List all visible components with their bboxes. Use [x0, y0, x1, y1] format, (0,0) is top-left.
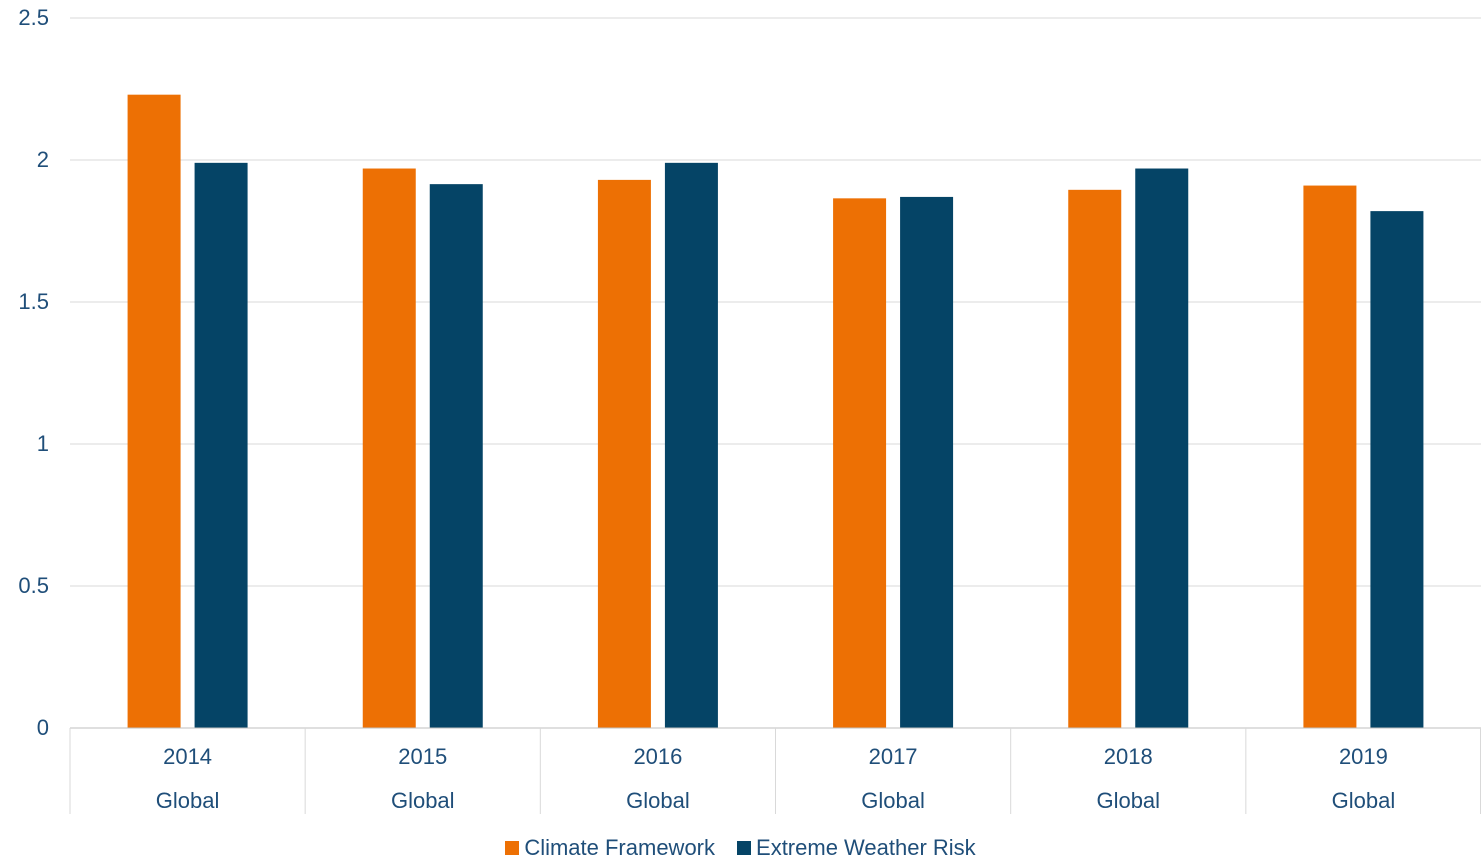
bars	[127, 94, 1424, 729]
bar-extreme-weather-risk-2017	[900, 196, 954, 729]
legend-swatch-climate-framework	[505, 841, 520, 855]
bar-extreme-weather-risk-2018	[1135, 168, 1189, 728]
x-tick-label: 2014	[163, 744, 212, 769]
y-tick-label: 0	[37, 715, 49, 740]
gridlines	[70, 17, 1481, 587]
x-group-label: Global	[1096, 788, 1160, 813]
bar-climate-framework-2017	[833, 198, 887, 729]
legend-label-extreme-weather-risk: Extreme Weather Risk	[756, 835, 976, 860]
y-tick-label: 1.5	[18, 289, 49, 314]
y-tick-label: 1	[37, 431, 49, 456]
x-tick-label: 2017	[869, 744, 918, 769]
bar-extreme-weather-risk-2014	[194, 162, 248, 729]
bar-climate-framework-2016	[597, 179, 651, 728]
x-group-label: Global	[391, 788, 455, 813]
legend-swatch-extreme-weather-risk	[737, 841, 752, 855]
x-group-label: Global	[626, 788, 690, 813]
y-tick-label: 0.5	[18, 573, 49, 598]
x-group-label: Global	[156, 788, 220, 813]
x-tick-label: 2018	[1104, 744, 1153, 769]
y-tick-label: 2.5	[18, 5, 49, 30]
bar-climate-framework-2018	[1068, 189, 1122, 728]
legend: Climate Framework Extreme Weather Risk	[0, 834, 1481, 861]
bar-extreme-weather-risk-2015	[429, 184, 483, 728]
x-tick-label: 2019	[1339, 744, 1388, 769]
legend-item-extreme-weather-risk: Extreme Weather Risk	[737, 835, 976, 861]
bar-climate-framework-2014	[127, 94, 181, 729]
x-tick-label: 2015	[398, 744, 447, 769]
legend-item-climate-framework: Climate Framework	[505, 835, 715, 861]
bar-extreme-weather-risk-2016	[664, 162, 718, 729]
bar-climate-framework-2015	[362, 168, 416, 728]
y-axis-tick-labels: 0 0.5 1 1.5 2 2.5	[18, 5, 49, 740]
bar-extreme-weather-risk-2019	[1370, 211, 1424, 728]
legend-label-climate-framework: Climate Framework	[524, 835, 716, 860]
x-axis: 2014 Global 2015 Global 2016 Global 2017 Global…	[69, 727, 1481, 814]
x-group-label: Global	[861, 788, 925, 813]
y-tick-label: 2	[37, 147, 49, 172]
x-tick-label: 2016	[633, 744, 682, 769]
x-group-label: Global	[1332, 788, 1396, 813]
bar-climate-framework-2019	[1303, 185, 1357, 728]
